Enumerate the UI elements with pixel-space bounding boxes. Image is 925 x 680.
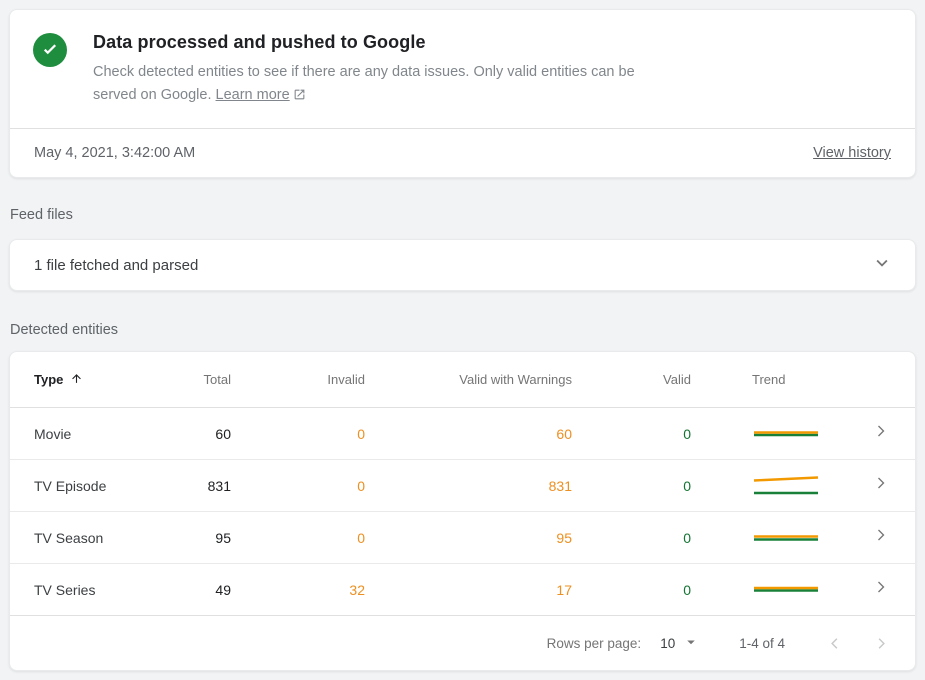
invalid-cell: 0 bbox=[357, 477, 365, 494]
status-card-body: Data processed and pushed to Google Chec… bbox=[10, 10, 915, 128]
valid-cell: 0 bbox=[683, 581, 691, 598]
status-card: Data processed and pushed to Google Chec… bbox=[9, 9, 916, 178]
column-header-invalid[interactable]: Invalid bbox=[327, 372, 365, 387]
chevron-right-icon bbox=[878, 637, 885, 649]
feed-files-expander[interactable]: 1 file fetched and parsed bbox=[9, 239, 916, 291]
trend-sparkline bbox=[691, 526, 851, 550]
column-header-total[interactable]: Total bbox=[203, 372, 231, 387]
valid-cell: 0 bbox=[683, 529, 691, 546]
row-expand[interactable] bbox=[851, 421, 891, 446]
trend-sparkline bbox=[691, 422, 851, 446]
invalid-cell: 0 bbox=[357, 529, 365, 546]
trend-sparkline bbox=[691, 474, 851, 498]
valid-with-warnings-cell: 95 bbox=[556, 529, 572, 546]
entity-type-cell: TV Episode bbox=[34, 477, 107, 494]
feed-files-summary: 1 file fetched and parsed bbox=[34, 256, 199, 274]
invalid-cell: 32 bbox=[349, 581, 365, 598]
trend-sparkline bbox=[691, 578, 851, 602]
total-cell: 49 bbox=[215, 581, 231, 598]
external-link-icon bbox=[293, 86, 306, 109]
dropdown-arrow-icon bbox=[682, 633, 700, 654]
total-cell: 831 bbox=[207, 477, 231, 494]
table-pagination: Rows per page: 10 1-4 of 4 bbox=[10, 616, 915, 670]
table-row-tv-season[interactable]: TV Season 95 0 95 0 bbox=[10, 512, 915, 564]
chevron-down-icon[interactable] bbox=[871, 252, 893, 279]
column-header-type-label: Type bbox=[34, 372, 64, 387]
invalid-cell: 0 bbox=[357, 425, 365, 442]
last-processed-timestamp: May 4, 2021, 3:42:00 AM bbox=[34, 145, 196, 161]
chevron-right-icon[interactable] bbox=[871, 421, 891, 446]
rows-per-page-select[interactable]: 10 bbox=[660, 633, 700, 654]
table-row-movie[interactable]: Movie 60 0 60 0 bbox=[10, 408, 915, 460]
valid-cell: 0 bbox=[683, 477, 691, 494]
status-description: Check detected entities to see if there … bbox=[93, 61, 668, 109]
column-header-type[interactable]: Type bbox=[34, 372, 164, 388]
chevron-left-icon bbox=[830, 637, 837, 649]
entity-type-cell: Movie bbox=[34, 425, 72, 442]
total-cell: 60 bbox=[215, 425, 231, 442]
previous-page-button[interactable] bbox=[822, 631, 846, 655]
learn-more-label: Learn more bbox=[215, 87, 290, 103]
column-header-valid[interactable]: Valid bbox=[663, 372, 691, 387]
table-row-tv-episode[interactable]: TV Episode 831 0 831 0 bbox=[10, 460, 915, 512]
status-card-footer: May 4, 2021, 3:42:00 AM View history bbox=[10, 129, 915, 177]
entity-type-cell: TV Series bbox=[34, 581, 96, 598]
detected-entities-section-label: Detected entities bbox=[10, 322, 119, 338]
valid-with-warnings-cell: 60 bbox=[556, 425, 572, 442]
table-header-row: Type Total Invalid Valid with Warnings V… bbox=[10, 352, 915, 408]
rows-per-page-label: Rows per page: bbox=[546, 635, 642, 651]
valid-cell: 0 bbox=[683, 425, 691, 442]
total-cell: 95 bbox=[215, 529, 231, 546]
valid-with-warnings-cell: 831 bbox=[548, 477, 572, 494]
column-header-valid-with-warnings[interactable]: Valid with Warnings bbox=[459, 372, 572, 387]
column-header-trend: Trend bbox=[752, 372, 786, 387]
status-title: Data processed and pushed to Google bbox=[93, 32, 426, 52]
learn-more-link[interactable]: Learn more bbox=[216, 87, 306, 103]
chevron-right-icon[interactable] bbox=[871, 473, 891, 498]
view-history-link[interactable]: View history bbox=[813, 145, 891, 161]
row-expand[interactable] bbox=[851, 577, 891, 602]
status-description-text: Check detected entities to see if there … bbox=[93, 64, 635, 103]
valid-with-warnings-cell: 17 bbox=[556, 581, 572, 598]
pagination-range-label: 1-4 of 4 bbox=[739, 635, 785, 651]
detected-entities-table: Type Total Invalid Valid with Warnings V… bbox=[9, 351, 916, 671]
table-row-tv-series[interactable]: TV Series 49 32 17 0 bbox=[10, 564, 915, 616]
row-expand[interactable] bbox=[851, 473, 891, 498]
feed-files-section-label: Feed files bbox=[10, 207, 73, 223]
row-expand[interactable] bbox=[851, 525, 891, 550]
status-text-block: Data processed and pushed to Google Chec… bbox=[93, 31, 668, 109]
next-page-button[interactable] bbox=[869, 631, 893, 655]
check-circle-icon bbox=[33, 33, 67, 67]
entity-type-cell: TV Season bbox=[34, 529, 104, 546]
sort-ascending-icon bbox=[70, 372, 83, 388]
chevron-right-icon[interactable] bbox=[871, 577, 891, 602]
status-card-divider bbox=[10, 128, 915, 129]
chevron-right-icon[interactable] bbox=[871, 525, 891, 550]
rows-per-page-value: 10 bbox=[660, 635, 676, 651]
